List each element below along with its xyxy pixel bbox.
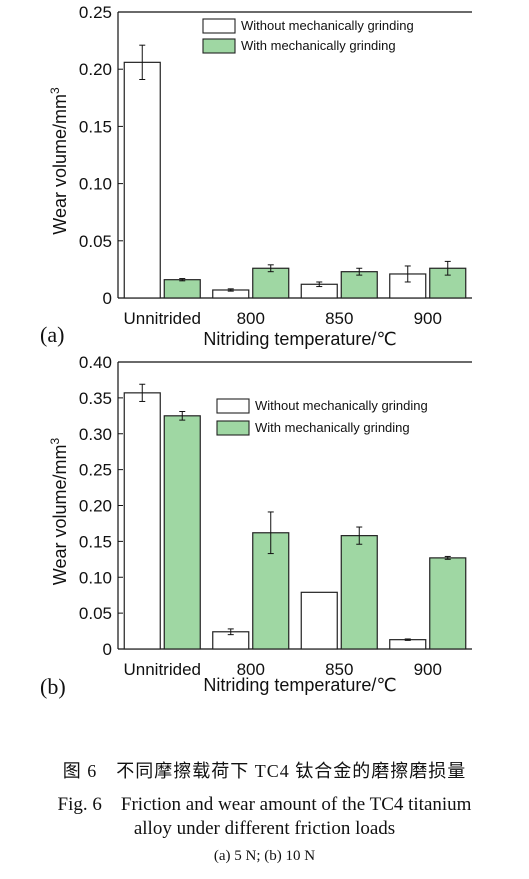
chart-b-bar: [123, 392, 161, 650]
chart-a-y-tick-label: 0: [103, 289, 112, 308]
chart-b-legend-swatch: [216, 398, 250, 414]
chart-b-x-tick-label: 800: [237, 660, 265, 679]
caption-chinese: 图 6 不同摩擦载荷下 TC4 钛合金的磨擦磨损量: [62, 761, 467, 781]
chart-b-y-tick-label: 0.35: [79, 389, 112, 408]
chart-a-y-tick-label: 0.20: [79, 60, 112, 79]
chart-b-bar: [340, 535, 378, 650]
chart-a-legend-swatch: [202, 18, 236, 34]
chart-a-bar: [340, 271, 378, 299]
chart-b-bar: [429, 557, 467, 650]
chart-b-y-tick-label: 0: [103, 640, 112, 659]
chart-b-y-tick-label: 0.25: [79, 461, 112, 480]
chart-b-legend-swatch: [216, 420, 250, 436]
chart-a-x-tick-label: Unnitrided: [124, 309, 202, 328]
chart-b-y-tick-label: 0.30: [79, 425, 112, 444]
chart-a-legend-label: With mechanically grinding: [241, 38, 396, 53]
chart-b-y-tick-label: 0.20: [79, 497, 112, 516]
chart-b-y-axis-title: Wear volume/mm3: [48, 437, 70, 585]
chart-a-y-tick-label: 0.15: [79, 117, 112, 136]
chart-a-y-tick-label: 0.25: [79, 3, 112, 22]
chart-b-panel-label: (b): [40, 674, 66, 699]
chart-a-panel-label: (a): [40, 322, 64, 347]
chart-b-legend-label: Without mechanically grinding: [255, 398, 428, 413]
chart-a-legend-swatch: [202, 38, 236, 54]
chart-b: 0 0.05 0.10 0.15 0.20 0.25 0.30 0.35 0.40 Wear vo…: [40, 353, 472, 699]
chart-a-y-tick-label: 0.05: [79, 232, 112, 251]
chart-b-x-tick-label: Unnitrided: [124, 660, 202, 679]
caption-english-line2: alloy under different friction loads: [133, 818, 396, 839]
caption-english-line1: Fig. 6 Friction and wear amount of the T…: [57, 794, 472, 815]
chart-a-bar: [252, 267, 290, 299]
chart-b-x-tick-label: 850: [325, 660, 353, 679]
chart-b-x-axis-title: Nitriding temperature/℃: [203, 675, 396, 695]
chart-b-bar: [163, 415, 201, 650]
chart-b-y-tick-label: 0.05: [79, 604, 112, 623]
chart-b-x-tick-label: 900: [414, 660, 442, 679]
chart-a-y-axis-title: Wear volume/mm3: [48, 87, 70, 235]
chart-a-y-tick-label: 0.10: [79, 175, 112, 194]
chart-b-y-tick-label: 0.40: [79, 353, 112, 372]
chart-a-x-tick-label: 900: [414, 309, 442, 328]
chart-a: 0 0.05 0.10 0.15 0.20 0.25 Wear volume/mm3 Unni…: [40, 3, 472, 349]
chart-b-y-tick-label: 0.10: [79, 568, 112, 587]
chart-b-legend-label: With mechanically grinding: [255, 420, 410, 435]
chart-a-legend-label: Without mechanically grinding: [241, 18, 414, 33]
chart-b-bar: [389, 639, 427, 650]
chart-a-x-axis-title: Nitriding temperature/℃: [203, 329, 396, 349]
chart-a-x-tick-label: 850: [325, 309, 353, 328]
chart-b-bar: [300, 591, 338, 650]
chart-a-x-tick-label: 800: [237, 309, 265, 328]
chart-a-bar: [123, 61, 161, 299]
chart-b-y-tick-label: 0.15: [79, 532, 112, 551]
caption-subpanels: (a) 5 N; (b) 10 N: [213, 848, 316, 864]
chart-a-bar: [163, 279, 201, 299]
